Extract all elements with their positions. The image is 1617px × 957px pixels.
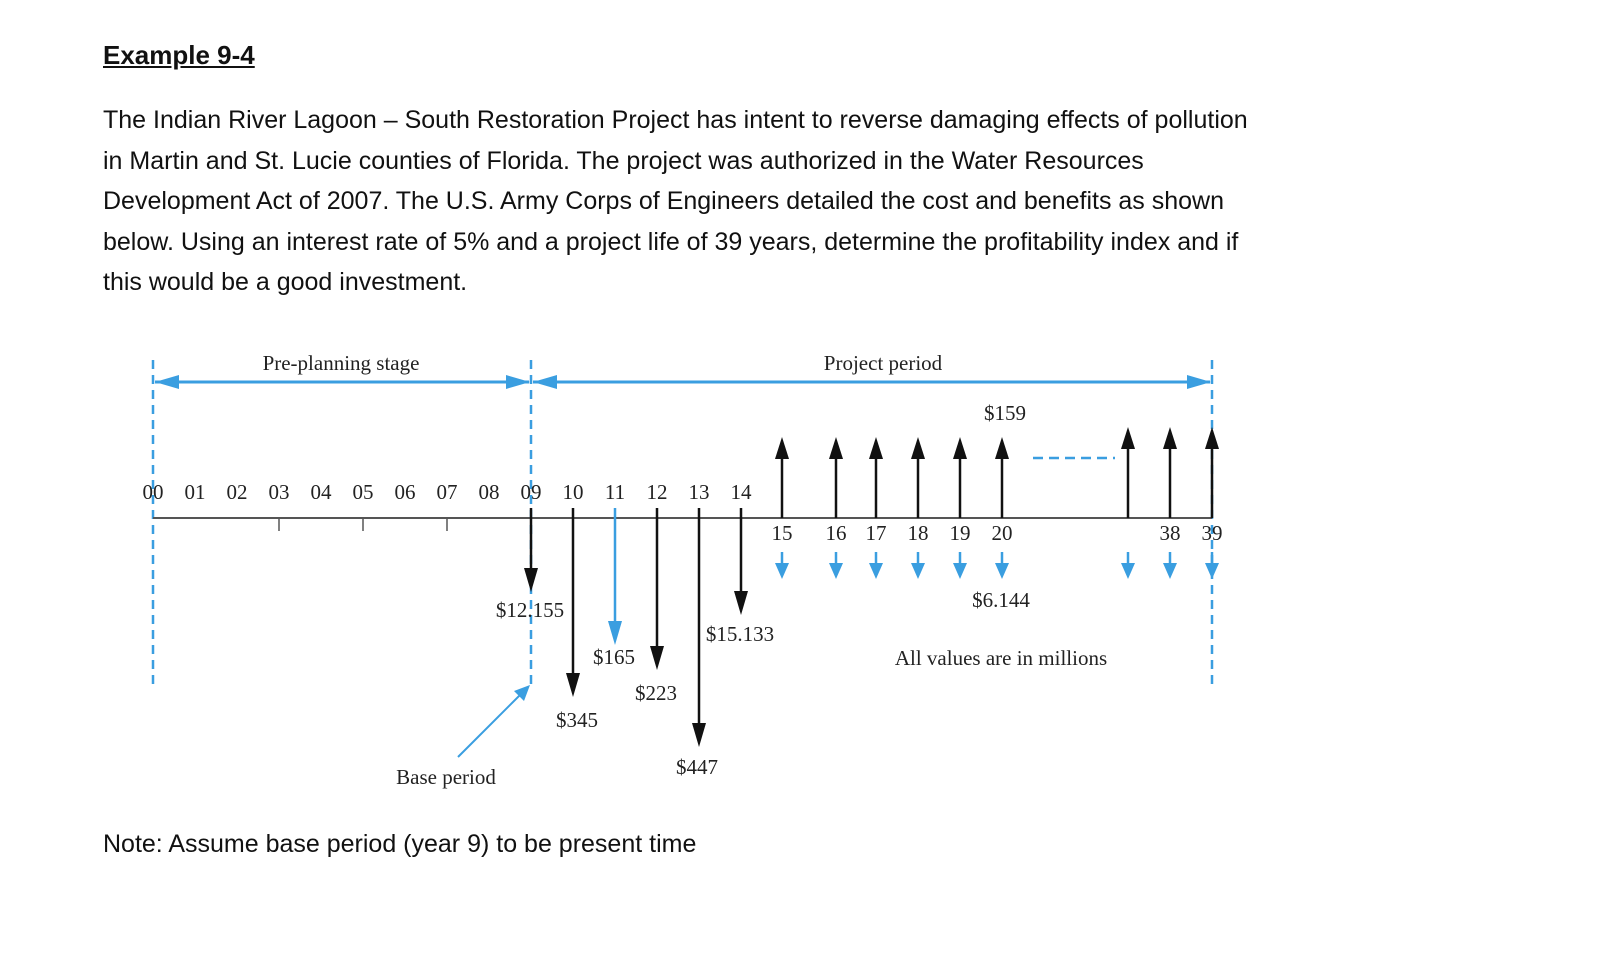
base-period-label: Base period bbox=[396, 765, 496, 789]
benefit-arrowhead bbox=[1121, 427, 1135, 449]
year-label: 12 bbox=[647, 480, 668, 504]
paragraph-line: Development Act of 2007. The U.S. Army C… bbox=[103, 187, 1225, 215]
benefit-label: $159 bbox=[984, 401, 1026, 425]
benefit-arrowhead bbox=[775, 437, 789, 459]
benefit-arrowhead bbox=[1205, 427, 1219, 449]
note-text: Note: Assume base period (year 9) to be … bbox=[103, 830, 697, 858]
year-label: 02 bbox=[227, 480, 248, 504]
om-arrowhead bbox=[1205, 563, 1219, 579]
base-period-pointer bbox=[457, 686, 529, 758]
cost-arrowhead bbox=[608, 621, 622, 645]
paragraph-line: below. Using an interest rate of 5% and … bbox=[103, 227, 1239, 256]
year-label: 04 bbox=[311, 480, 333, 504]
year-label: 11 bbox=[605, 480, 625, 504]
year-label: 14 bbox=[731, 480, 753, 504]
om-arrowhead bbox=[869, 563, 883, 579]
year-label: 17 bbox=[866, 521, 887, 545]
cost-arrowhead bbox=[734, 591, 748, 615]
cost-arrowhead bbox=[524, 568, 538, 592]
paragraph-line: The Indian River Lagoon – South Restorat… bbox=[103, 106, 1248, 134]
year-label: 20 bbox=[992, 521, 1013, 545]
paragraph-line: this would be a good investment. bbox=[103, 268, 468, 296]
om-arrowhead bbox=[1163, 563, 1177, 579]
project-period-label: Project period bbox=[824, 351, 943, 375]
problem-statement: The Indian River Lagoon – South Restorat… bbox=[103, 100, 1248, 303]
cost-label: $223 bbox=[635, 681, 677, 705]
om-arrowhead bbox=[775, 563, 789, 579]
cost-label: $15.133 bbox=[706, 622, 774, 646]
paragraph-line: in Martin and St. Lucie counties of Flor… bbox=[103, 146, 1144, 175]
cost-arrowhead bbox=[566, 673, 580, 697]
year-label: 03 bbox=[269, 480, 290, 504]
year-label: 10 bbox=[563, 480, 584, 504]
year-label: 05 bbox=[353, 480, 374, 504]
cost-label: $447 bbox=[676, 755, 718, 779]
om-arrowhead bbox=[829, 563, 843, 579]
om-arrowhead bbox=[995, 563, 1009, 579]
om-cost-label: $6.144 bbox=[972, 588, 1030, 612]
cost-arrowhead bbox=[692, 723, 706, 747]
pre-planning-label: Pre-planning stage bbox=[263, 351, 420, 375]
benefit-arrowhead bbox=[953, 437, 967, 459]
year-label: 15 bbox=[772, 521, 793, 545]
om-arrowhead bbox=[1121, 563, 1135, 579]
year-label: 13 bbox=[689, 480, 710, 504]
om-arrowhead bbox=[953, 563, 967, 579]
base-period-pointer-head bbox=[514, 685, 530, 701]
units-note: All values are in millions bbox=[895, 646, 1107, 670]
cost-label: $345 bbox=[556, 708, 598, 732]
year-label: 16 bbox=[826, 521, 847, 545]
benefit-arrowhead bbox=[995, 437, 1009, 459]
year-label: 08 bbox=[479, 480, 500, 504]
benefit-arrowhead bbox=[911, 437, 925, 459]
arrowhead-left bbox=[155, 375, 179, 389]
year-label: 06 bbox=[395, 480, 416, 504]
arrowhead-left bbox=[533, 375, 557, 389]
year-label: 00 bbox=[143, 480, 164, 504]
year-label: 09 bbox=[521, 480, 542, 504]
cost-label: $12.155 bbox=[496, 598, 564, 622]
benefit-arrowhead bbox=[829, 437, 843, 459]
year-label: 19 bbox=[950, 521, 971, 545]
year-label: 38 bbox=[1160, 521, 1181, 545]
year-label: 39 bbox=[1202, 521, 1223, 545]
om-arrowhead bbox=[911, 563, 925, 579]
year-label: 07 bbox=[437, 480, 458, 504]
benefit-arrowhead bbox=[869, 437, 883, 459]
benefit-arrowhead bbox=[1163, 427, 1177, 449]
cost-arrowhead bbox=[650, 646, 664, 670]
year-label: 18 bbox=[908, 521, 929, 545]
cost-label: $165 bbox=[593, 645, 635, 669]
example-heading: Example 9-4 bbox=[103, 40, 255, 70]
year-label: 01 bbox=[185, 480, 206, 504]
